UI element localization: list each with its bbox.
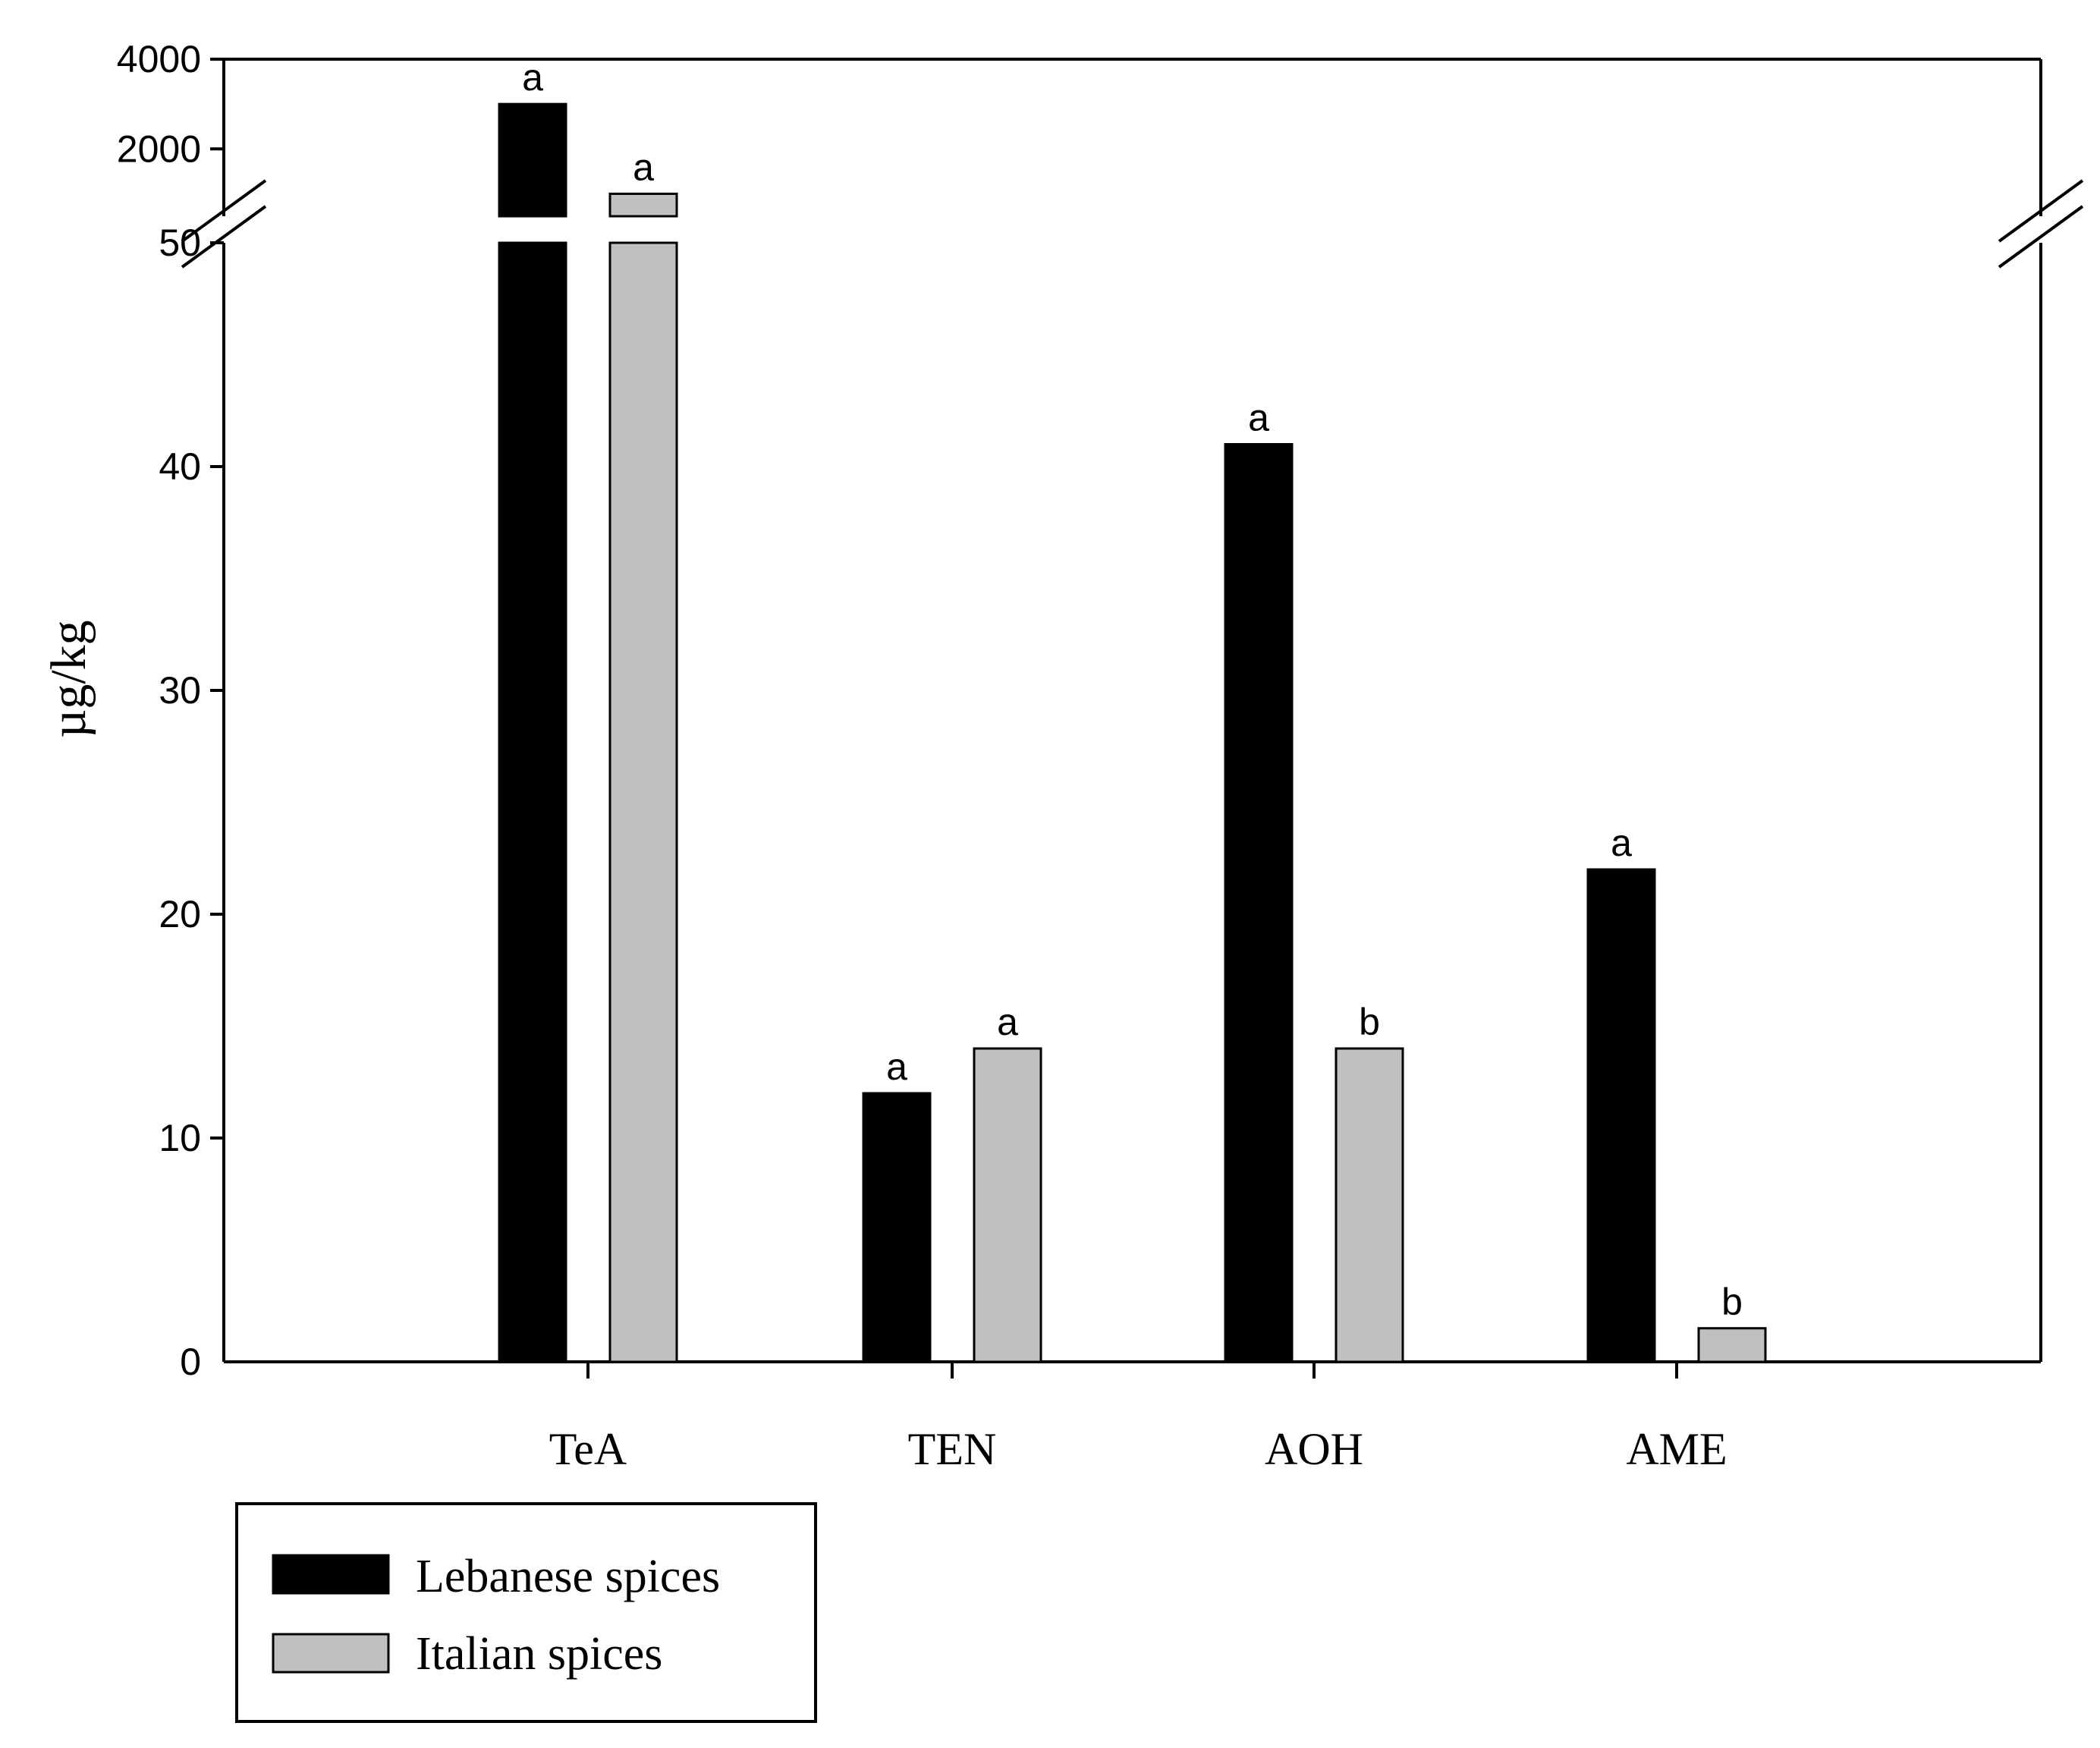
bar-AOH-lebanese <box>1224 443 1294 1363</box>
legend-swatch-italian <box>272 1633 390 1674</box>
sig-label-AOH-italian: b <box>1359 1001 1380 1043</box>
bar-TeA-italian-lower <box>608 241 678 1363</box>
labels: 0 10 20 30 40 50 2000 4000 TeA a a TEN a a AOH a b AME a b <box>117 38 1743 1474</box>
bar-TeA-lebanese-lower <box>498 241 567 1363</box>
sig-label-TeA-lebanese: a <box>522 56 543 99</box>
legend-box <box>235 1502 817 1723</box>
y-tick-label-40: 40 <box>159 445 201 488</box>
x-tick-label-TeA: TeA <box>549 1424 627 1474</box>
legend-label-italian: Italian spices <box>416 1628 662 1680</box>
sig-label-TEN-lebanese: a <box>886 1045 907 1088</box>
y-tick-label-2000: 2000 <box>117 127 201 170</box>
axis-break-mark-right-1 <box>1998 179 2084 243</box>
y-tick-label-30: 30 <box>159 669 201 712</box>
legend: Lebanese spices Italian spices <box>235 1502 817 1723</box>
bar-TEN-lebanese <box>862 1092 932 1363</box>
legend-swatch-lebanese <box>272 1554 390 1595</box>
y-tick-label-0: 0 <box>180 1341 201 1383</box>
y-axis-label: µg/kg <box>41 620 96 737</box>
y-tick-label-4000: 4000 <box>117 38 201 80</box>
sig-label-AOH-lebanese: a <box>1248 397 1269 439</box>
bar-TeA-italian-upper <box>608 192 678 218</box>
bar-AME-lebanese <box>1586 868 1656 1363</box>
bar-AME-italian <box>1697 1327 1767 1363</box>
x-tick-label-AOH: AOH <box>1265 1424 1363 1474</box>
bar-TeA-lebanese-upper <box>498 102 567 218</box>
sig-label-TEN-italian: a <box>997 1001 1018 1043</box>
y-tick-label-10: 10 <box>159 1117 201 1159</box>
axis-break-mark-left-2 <box>181 205 267 269</box>
axes <box>181 58 2084 1379</box>
bar-AOH-italian <box>1335 1047 1404 1363</box>
legend-label-lebanese: Lebanese spices <box>416 1551 720 1602</box>
sig-label-TeA-italian: a <box>633 146 654 188</box>
axis-break-mark-right-2 <box>1998 205 2084 269</box>
x-tick-label-TEN: TEN <box>908 1424 997 1474</box>
sig-label-AME-italian: b <box>1721 1281 1743 1323</box>
y-tick-label-20: 20 <box>159 893 201 935</box>
bars <box>498 102 1767 1363</box>
x-tick-label-AME: AME <box>1626 1424 1727 1474</box>
y-tick-label-50: 50 <box>159 222 201 264</box>
sig-label-AME-lebanese: a <box>1611 822 1632 864</box>
axis-break-mark-left-1 <box>181 179 267 243</box>
bar-TEN-italian <box>973 1047 1042 1363</box>
